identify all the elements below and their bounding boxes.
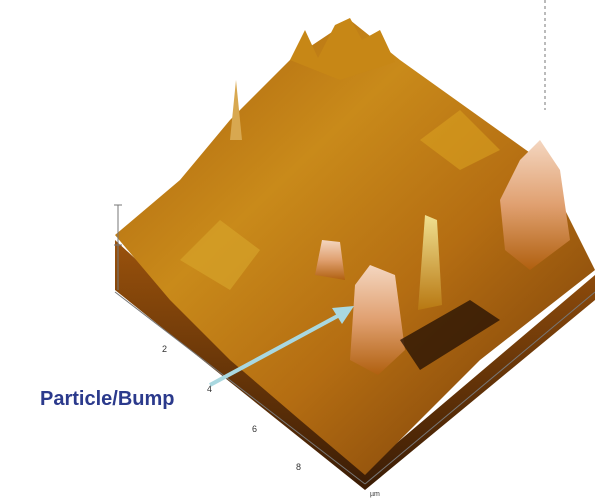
annotation-label: Particle/Bump [40,388,174,410]
surface [115,18,595,490]
axis-tick: 6 [252,424,257,434]
afm-image: 2 4 6 8 µm Particle/Bump [0,0,595,499]
axis-tick: 8 [296,462,301,472]
axis-tick: 2 [162,344,167,354]
axis-unit: µm [370,491,380,498]
page: 2 4 6 8 µm Particle/Bump (() => { const … [0,0,595,499]
